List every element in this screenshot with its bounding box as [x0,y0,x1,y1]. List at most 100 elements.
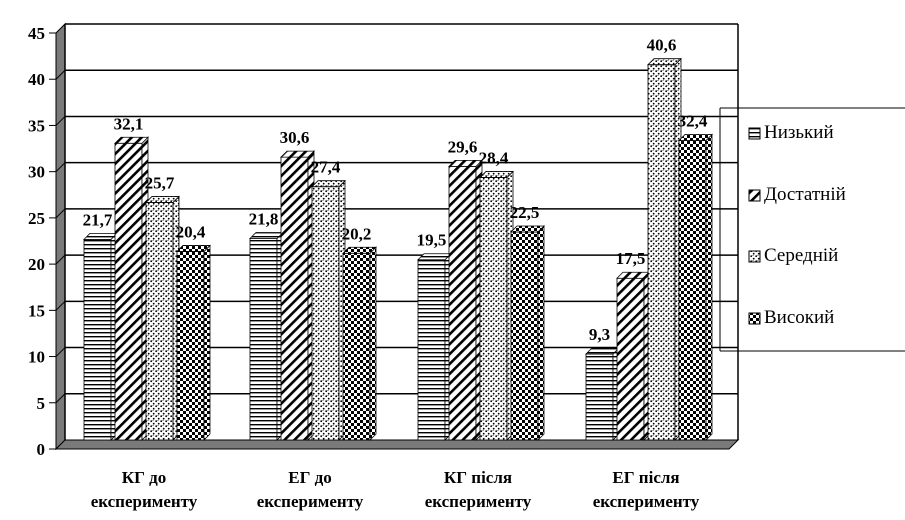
bar-top [83,232,118,240]
legend-swatch [748,189,761,202]
bar [176,244,211,441]
gridline-wall [55,300,66,311]
bar-top [479,171,514,178]
legend-label: Достатній [764,184,846,205]
bar [311,179,346,441]
chart-walls [54,22,740,451]
bar-front [280,156,309,441]
legend-swatch [748,312,761,325]
bar-top [249,232,284,239]
bar-front [678,140,707,441]
legend-label: Високий [764,307,834,328]
bar-front [145,202,174,441]
data-label: 28,4 [479,148,509,167]
y-tick-label: 30 [28,163,45,182]
x-category-label: експерименту [425,492,532,511]
data-label: 32,1 [114,114,144,133]
bar [249,231,284,441]
bar-front [83,238,112,441]
bar-top [114,136,149,144]
x-category-label: ЕГ після [612,468,679,487]
bar-front [448,165,477,441]
legend-label: Середній [764,245,838,266]
bar-front [114,142,143,441]
bar-front [647,64,676,441]
x-category-label: експерименту [593,492,700,511]
bar-top [145,196,180,203]
bar-front [479,177,508,441]
bar-top [585,347,620,355]
bar-top [616,271,651,279]
bar-top [678,134,713,141]
gridline-wall [55,162,66,173]
y-tick-label: 0 [37,440,46,459]
data-label: 29,6 [448,137,478,156]
bar [114,136,149,441]
bar [479,170,514,441]
bar-top [417,253,452,261]
bar [585,347,620,441]
legend: Низький Достатній Середній Високий [719,107,905,352]
gridline-wall [55,347,66,357]
data-label: 20,2 [342,224,372,243]
bar-side [369,246,377,441]
bar [616,271,651,441]
bar-front [616,277,645,441]
legend-swatch [748,127,761,140]
data-label: 21,8 [249,209,279,228]
bar-top [510,225,545,233]
bar [417,252,452,441]
bar [678,133,713,441]
bar-side [203,244,211,441]
bar-top [448,159,483,167]
data-label: 30,6 [280,128,310,147]
y-tick-label: 35 [28,116,45,135]
bar [342,246,377,441]
y-tick-label: 5 [37,394,46,413]
bar-front [249,238,278,441]
bars [83,57,713,441]
data-label: 40,6 [647,36,677,55]
bar [448,159,483,441]
data-label: 25,7 [145,173,175,192]
floor [54,439,740,450]
y-tick-label: 40 [28,70,45,89]
data-label: 9,3 [589,325,610,344]
data-label: 32,4 [678,111,708,130]
data-label: 22,5 [510,203,540,222]
y-tick-label: 45 [28,24,45,43]
data-label: 19,5 [417,231,447,250]
x-category-label: експерименту [91,492,198,511]
gridline-wall [55,393,66,404]
data-label: 20,4 [176,222,206,241]
legend-label: Низький [764,122,834,143]
y-axis-ticks: 0 5 10 15 20 25 30 35 40 45 [28,24,56,459]
legend-swatch [748,250,761,263]
x-category-label: КГ після [444,468,512,487]
data-labels: 21,7 32,1 25,7 20,4 21,8 30,627,4 20,2 19,5 29,6… [83,36,708,344]
data-label: 21,7 [83,210,113,229]
bar-front [176,251,205,441]
gridline-wall [55,208,66,219]
gridline-wall [55,116,66,126]
bar-front [510,231,539,441]
bar-top [176,245,211,252]
y-tick-label: 25 [28,209,45,228]
gridline-wall [55,69,66,80]
bar [647,57,682,441]
bar-front [311,186,340,441]
data-label: 27,4 [311,158,341,177]
data-label: 17,5 [616,249,646,268]
x-category-label: КГ до [122,468,167,487]
y-tick-label: 20 [28,255,45,274]
bar [83,232,118,441]
bar-front [585,353,614,441]
y-tick-label: 15 [28,301,45,320]
bar [280,150,315,441]
y-tick-label: 10 [28,348,45,367]
x-category-label: ЕГ до [288,468,332,487]
left-wall [55,22,66,451]
bar [145,195,180,441]
bar-top [280,150,315,158]
